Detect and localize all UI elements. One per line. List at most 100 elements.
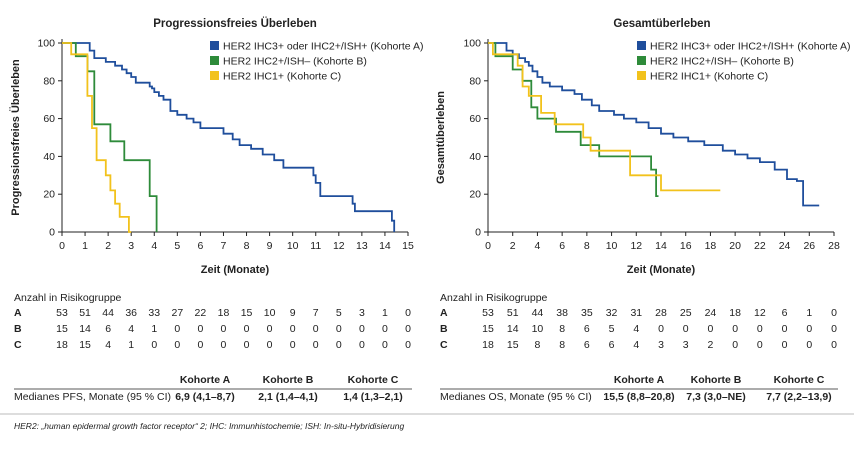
legend-label-c: HER2 IHC1+ (Kohorte C) — [223, 71, 341, 83]
risk-count: 8 — [559, 339, 565, 351]
median-header-b: Kohorte B — [691, 374, 742, 386]
risk-count: 4 — [633, 339, 639, 351]
risk-table-header: Anzahl in Risikogruppe — [14, 292, 122, 304]
risk-count: 4 — [128, 323, 134, 335]
risk-count: 32 — [606, 307, 618, 319]
median-value-a: 15,5 (8,8–20,8) — [603, 391, 674, 403]
risk-count: 15 — [507, 339, 519, 351]
legend-label-b: HER2 IHC2+/ISH– (Kohorte B) — [650, 56, 794, 68]
median-value-c: 7,7 (2,2–13,9) — [766, 391, 831, 403]
x-tick-label: 28 — [828, 240, 840, 252]
y-axis-label: Progressionsfreies Überleben — [9, 59, 22, 216]
x-tick-label: 10 — [606, 240, 618, 252]
risk-count: 5 — [336, 307, 342, 319]
legend-label-a: HER2 IHC3+ oder IHC2+/ISH+ (Kohorte A) — [650, 41, 850, 53]
x-tick-label: 7 — [221, 240, 227, 252]
x-tick-label: 12 — [630, 240, 642, 252]
risk-count: 14 — [507, 323, 519, 335]
risk-count: 9 — [290, 307, 296, 319]
risk-group-label: A — [440, 307, 448, 319]
risk-count: 0 — [313, 339, 319, 351]
median-header-a: Kohorte A — [614, 374, 665, 386]
risk-count: 15 — [79, 339, 91, 351]
risk-count: 15 — [56, 323, 68, 335]
risk-count: 0 — [405, 323, 411, 335]
risk-count: 0 — [221, 339, 227, 351]
risk-count: 0 — [831, 323, 837, 335]
risk-count: 18 — [218, 307, 230, 319]
x-tick-label: 22 — [754, 240, 766, 252]
risk-count: 1 — [382, 307, 388, 319]
risk-count: 35 — [581, 307, 593, 319]
x-tick-label: 9 — [267, 240, 273, 252]
chart-title: Progressionsfreies Überleben — [153, 17, 317, 30]
x-tick-label: 3 — [128, 240, 134, 252]
risk-count: 3 — [683, 339, 689, 351]
x-tick-label: 16 — [680, 240, 692, 252]
x-tick-label: 2 — [510, 240, 516, 252]
risk-group-label: C — [440, 339, 448, 351]
risk-count: 0 — [405, 307, 411, 319]
median-header-b: Kohorte B — [263, 374, 314, 386]
risk-count: 31 — [630, 307, 642, 319]
y-tick-label: 80 — [469, 75, 481, 87]
x-tick-label: 10 — [287, 240, 299, 252]
median-header-c: Kohorte C — [774, 374, 825, 386]
risk-count: 53 — [482, 307, 494, 319]
legend-swatch-b — [637, 56, 646, 65]
risk-count: 1 — [128, 339, 134, 351]
x-tick-label: 11 — [310, 240, 321, 252]
risk-count: 6 — [584, 323, 590, 335]
km-curve-c — [488, 42, 721, 192]
risk-count: 12 — [754, 307, 766, 319]
risk-count: 15 — [241, 307, 253, 319]
risk-count: 51 — [79, 307, 91, 319]
pfs-panel: Progressionsfreies Überleben Progressions… — [9, 17, 423, 403]
risk-count: 1 — [806, 307, 812, 319]
y-tick-label: 20 — [43, 189, 55, 201]
risk-count: 0 — [708, 323, 714, 335]
median-header-c: Kohorte C — [348, 374, 399, 386]
risk-count: 18 — [482, 339, 494, 351]
risk-count: 0 — [313, 323, 319, 335]
risk-count: 0 — [782, 339, 788, 351]
km-curve-c — [62, 42, 132, 233]
median-value-c: 1,4 (1,3–2,1) — [343, 391, 403, 403]
x-tick-label: 20 — [729, 240, 741, 252]
risk-count: 14 — [79, 323, 91, 335]
risk-count: 0 — [806, 339, 812, 351]
y-tick-label: 100 — [463, 38, 481, 50]
y-tick-label: 100 — [37, 38, 55, 50]
x-axis-label: Zeit (Monate) — [627, 264, 696, 276]
risk-count: 0 — [221, 323, 227, 335]
y-tick-label: 40 — [43, 151, 55, 163]
risk-count: 0 — [732, 339, 738, 351]
risk-count: 22 — [195, 307, 207, 319]
risk-count: 4 — [105, 339, 111, 351]
risk-count: 0 — [732, 323, 738, 335]
y-tick-label: 80 — [43, 75, 55, 87]
risk-count: 4 — [633, 323, 639, 335]
legend-swatch-b — [210, 56, 219, 65]
risk-count: 8 — [559, 323, 565, 335]
x-tick-label: 6 — [559, 240, 565, 252]
risk-count: 38 — [556, 307, 568, 319]
risk-count: 0 — [359, 339, 365, 351]
risk-count: 8 — [535, 339, 541, 351]
os-panel: GesamtüberlebenGesamtüberleben0204060801… — [435, 18, 850, 403]
legend-label-a: HER2 IHC3+ oder IHC2+/ISH+ (Kohorte A) — [223, 41, 423, 53]
risk-count: 0 — [683, 323, 689, 335]
legend-swatch-a — [210, 41, 219, 50]
risk-count: 0 — [174, 339, 180, 351]
risk-count: 1 — [151, 323, 157, 335]
risk-count: 6 — [105, 323, 111, 335]
x-tick-label: 14 — [379, 240, 391, 252]
x-tick-label: 0 — [59, 240, 65, 252]
risk-count: 53 — [56, 307, 68, 319]
median-label: Medianes PFS, Monate (95 % CI) — [14, 391, 171, 403]
risk-count: 0 — [290, 339, 296, 351]
x-tick-label: 5 — [174, 240, 180, 252]
risk-count: 18 — [56, 339, 68, 351]
risk-count: 0 — [151, 339, 157, 351]
risk-count: 0 — [831, 339, 837, 351]
